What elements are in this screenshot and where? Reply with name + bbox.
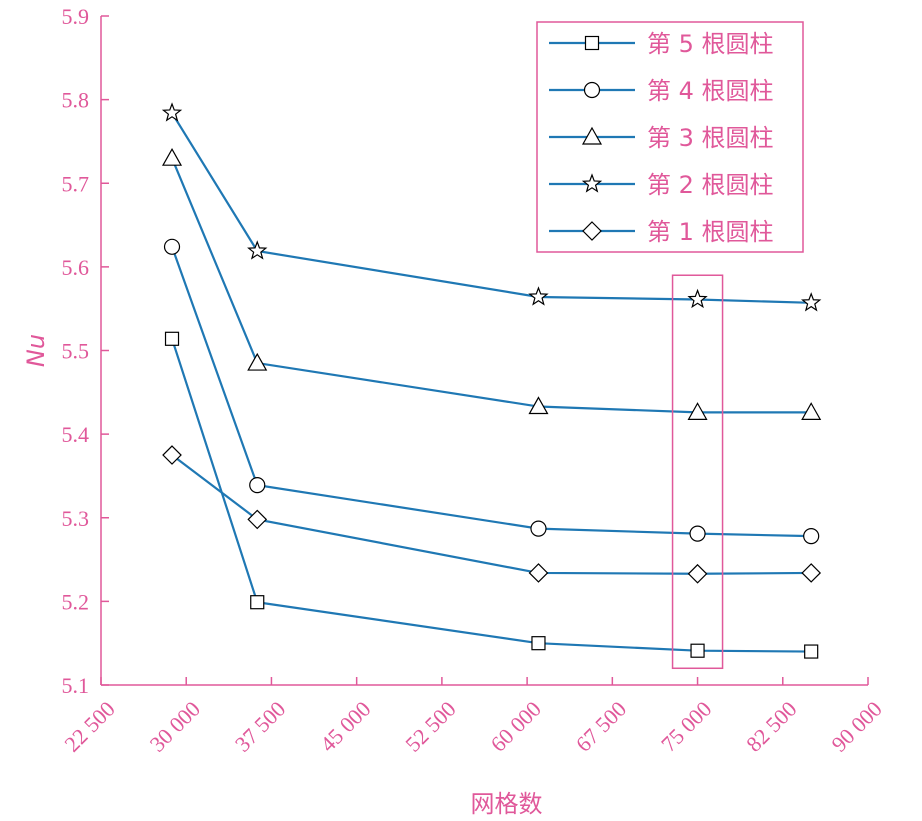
legend-item: 第 5 根圆柱 (549, 30, 774, 58)
square-marker (531, 636, 546, 651)
square-marker (804, 644, 819, 659)
series-line (170, 338, 812, 653)
legend-label: 第 4 根圆柱 (647, 77, 774, 105)
diamond-marker (582, 221, 602, 241)
x-tick-label: 52 500 (400, 696, 460, 756)
series-line (171, 454, 812, 575)
legend-item: 第 2 根圆柱 (549, 171, 774, 199)
circle-marker (689, 525, 706, 542)
triangle-marker (581, 126, 603, 145)
triangle-marker (528, 396, 549, 415)
x-tick-label: 37 500 (230, 696, 290, 756)
circle-marker (803, 528, 820, 545)
star-marker (161, 102, 183, 122)
series-3 (161, 147, 822, 420)
y-tick-label: 5.6 (62, 255, 90, 280)
diamond-marker (687, 563, 708, 584)
legend-label: 第 2 根圆柱 (647, 171, 774, 199)
diamond-marker (528, 563, 549, 583)
highlight-group (671, 274, 724, 670)
triangle-marker (801, 402, 822, 420)
circle-marker (530, 520, 547, 537)
series-4 (161, 102, 822, 312)
circle-marker (163, 238, 181, 255)
x-tick-label: 30 000 (145, 696, 205, 756)
y-tick-label: 5.5 (62, 339, 90, 364)
square-marker (250, 595, 265, 610)
series-5 (162, 445, 822, 584)
legend-item: 第 3 根圆柱 (549, 124, 774, 152)
x-tick-label: 90 000 (826, 696, 886, 756)
triangle-marker (161, 147, 183, 166)
star-marker (247, 240, 268, 260)
x-tick-label: 45 000 (315, 696, 375, 756)
x-tick-label: 22 500 (59, 696, 119, 756)
star-marker (528, 286, 549, 306)
legend-item: 第 4 根圆柱 (549, 77, 774, 105)
series-2 (163, 238, 820, 545)
y-tick-label: 5.8 (62, 88, 90, 113)
y-axis-title: Nu (22, 334, 50, 367)
series-group (161, 102, 822, 659)
series-1 (164, 331, 819, 659)
diamond-marker (247, 509, 268, 530)
x-tick-label: 67 500 (571, 696, 631, 756)
y-tick-label: 5.1 (62, 673, 90, 698)
triangle-marker (687, 402, 708, 420)
diamond-marker (801, 563, 822, 583)
legend-label: 第 3 根圆柱 (647, 124, 774, 152)
diamond-marker (162, 445, 182, 465)
triangle-marker (247, 352, 268, 371)
x-tick-label: 60 000 (486, 696, 546, 756)
legend-label: 第 5 根圆柱 (647, 30, 774, 58)
square-marker (584, 35, 600, 51)
y-tick-label: 5.2 (62, 589, 90, 614)
square-marker (164, 331, 180, 346)
square-marker (690, 643, 705, 658)
x-tick-label: 75 000 (656, 696, 716, 756)
y-tick-label: 5.3 (62, 506, 90, 531)
circle-marker (583, 81, 601, 99)
y-tick-label: 5.7 (62, 171, 90, 196)
star-marker (687, 288, 708, 309)
highlight-box (671, 274, 724, 670)
x-tick-label: 82 500 (741, 696, 801, 756)
y-tick-label: 5.4 (62, 422, 90, 447)
legend-label: 第 1 根圆柱 (647, 218, 774, 246)
y-tick-label: 5.9 (62, 4, 90, 29)
legend-item: 第 1 根圆柱 (549, 218, 774, 246)
circle-marker (249, 477, 266, 494)
star-marker (581, 173, 603, 193)
x-axis-title: 网格数 (471, 790, 543, 818)
star-marker (801, 292, 822, 312)
